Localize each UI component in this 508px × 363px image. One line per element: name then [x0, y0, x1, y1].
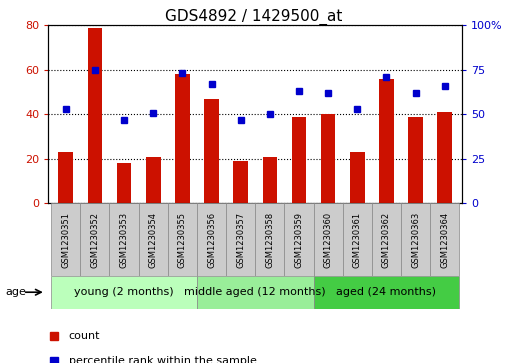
- Bar: [313, 203, 343, 276]
- Text: GSM1230351: GSM1230351: [61, 212, 70, 268]
- Text: GSM1230355: GSM1230355: [178, 212, 187, 268]
- Bar: [51, 203, 80, 276]
- Bar: [350, 152, 365, 203]
- Bar: [437, 112, 452, 203]
- Bar: [372, 203, 401, 276]
- Bar: [401, 203, 430, 276]
- Bar: [58, 152, 73, 203]
- Bar: [313, 276, 459, 309]
- Text: GSM1230358: GSM1230358: [265, 212, 274, 268]
- Text: young (2 months): young (2 months): [74, 287, 174, 297]
- Text: GSM1230363: GSM1230363: [411, 212, 420, 268]
- Text: GDS4892 / 1429500_at: GDS4892 / 1429500_at: [165, 9, 343, 25]
- Bar: [146, 156, 161, 203]
- Bar: [379, 79, 394, 203]
- Text: GSM1230352: GSM1230352: [90, 212, 100, 268]
- Text: GSM1230356: GSM1230356: [207, 212, 216, 268]
- Bar: [292, 117, 306, 203]
- Text: GSM1230362: GSM1230362: [382, 212, 391, 268]
- Bar: [226, 203, 256, 276]
- Text: aged (24 months): aged (24 months): [336, 287, 436, 297]
- Bar: [87, 28, 102, 203]
- Bar: [197, 276, 313, 309]
- Bar: [343, 203, 372, 276]
- Text: percentile rank within the sample: percentile rank within the sample: [69, 356, 257, 363]
- Text: count: count: [69, 331, 100, 341]
- Bar: [117, 163, 132, 203]
- Bar: [233, 161, 248, 203]
- Bar: [110, 203, 139, 276]
- Bar: [430, 203, 459, 276]
- Text: GSM1230360: GSM1230360: [324, 212, 333, 268]
- Bar: [80, 203, 110, 276]
- Text: GSM1230354: GSM1230354: [149, 212, 157, 268]
- Bar: [284, 203, 313, 276]
- Bar: [256, 203, 284, 276]
- Text: GSM1230359: GSM1230359: [295, 212, 303, 268]
- Bar: [51, 276, 197, 309]
- Bar: [408, 117, 423, 203]
- Bar: [139, 203, 168, 276]
- Text: age: age: [5, 287, 26, 297]
- Text: GSM1230357: GSM1230357: [236, 212, 245, 268]
- Bar: [168, 203, 197, 276]
- Bar: [263, 156, 277, 203]
- Bar: [197, 203, 226, 276]
- Text: GSM1230353: GSM1230353: [119, 212, 129, 268]
- Bar: [175, 74, 189, 203]
- Text: GSM1230364: GSM1230364: [440, 212, 449, 268]
- Text: middle aged (12 months): middle aged (12 months): [184, 287, 326, 297]
- Bar: [204, 99, 219, 203]
- Text: GSM1230361: GSM1230361: [353, 212, 362, 268]
- Bar: [321, 114, 335, 203]
